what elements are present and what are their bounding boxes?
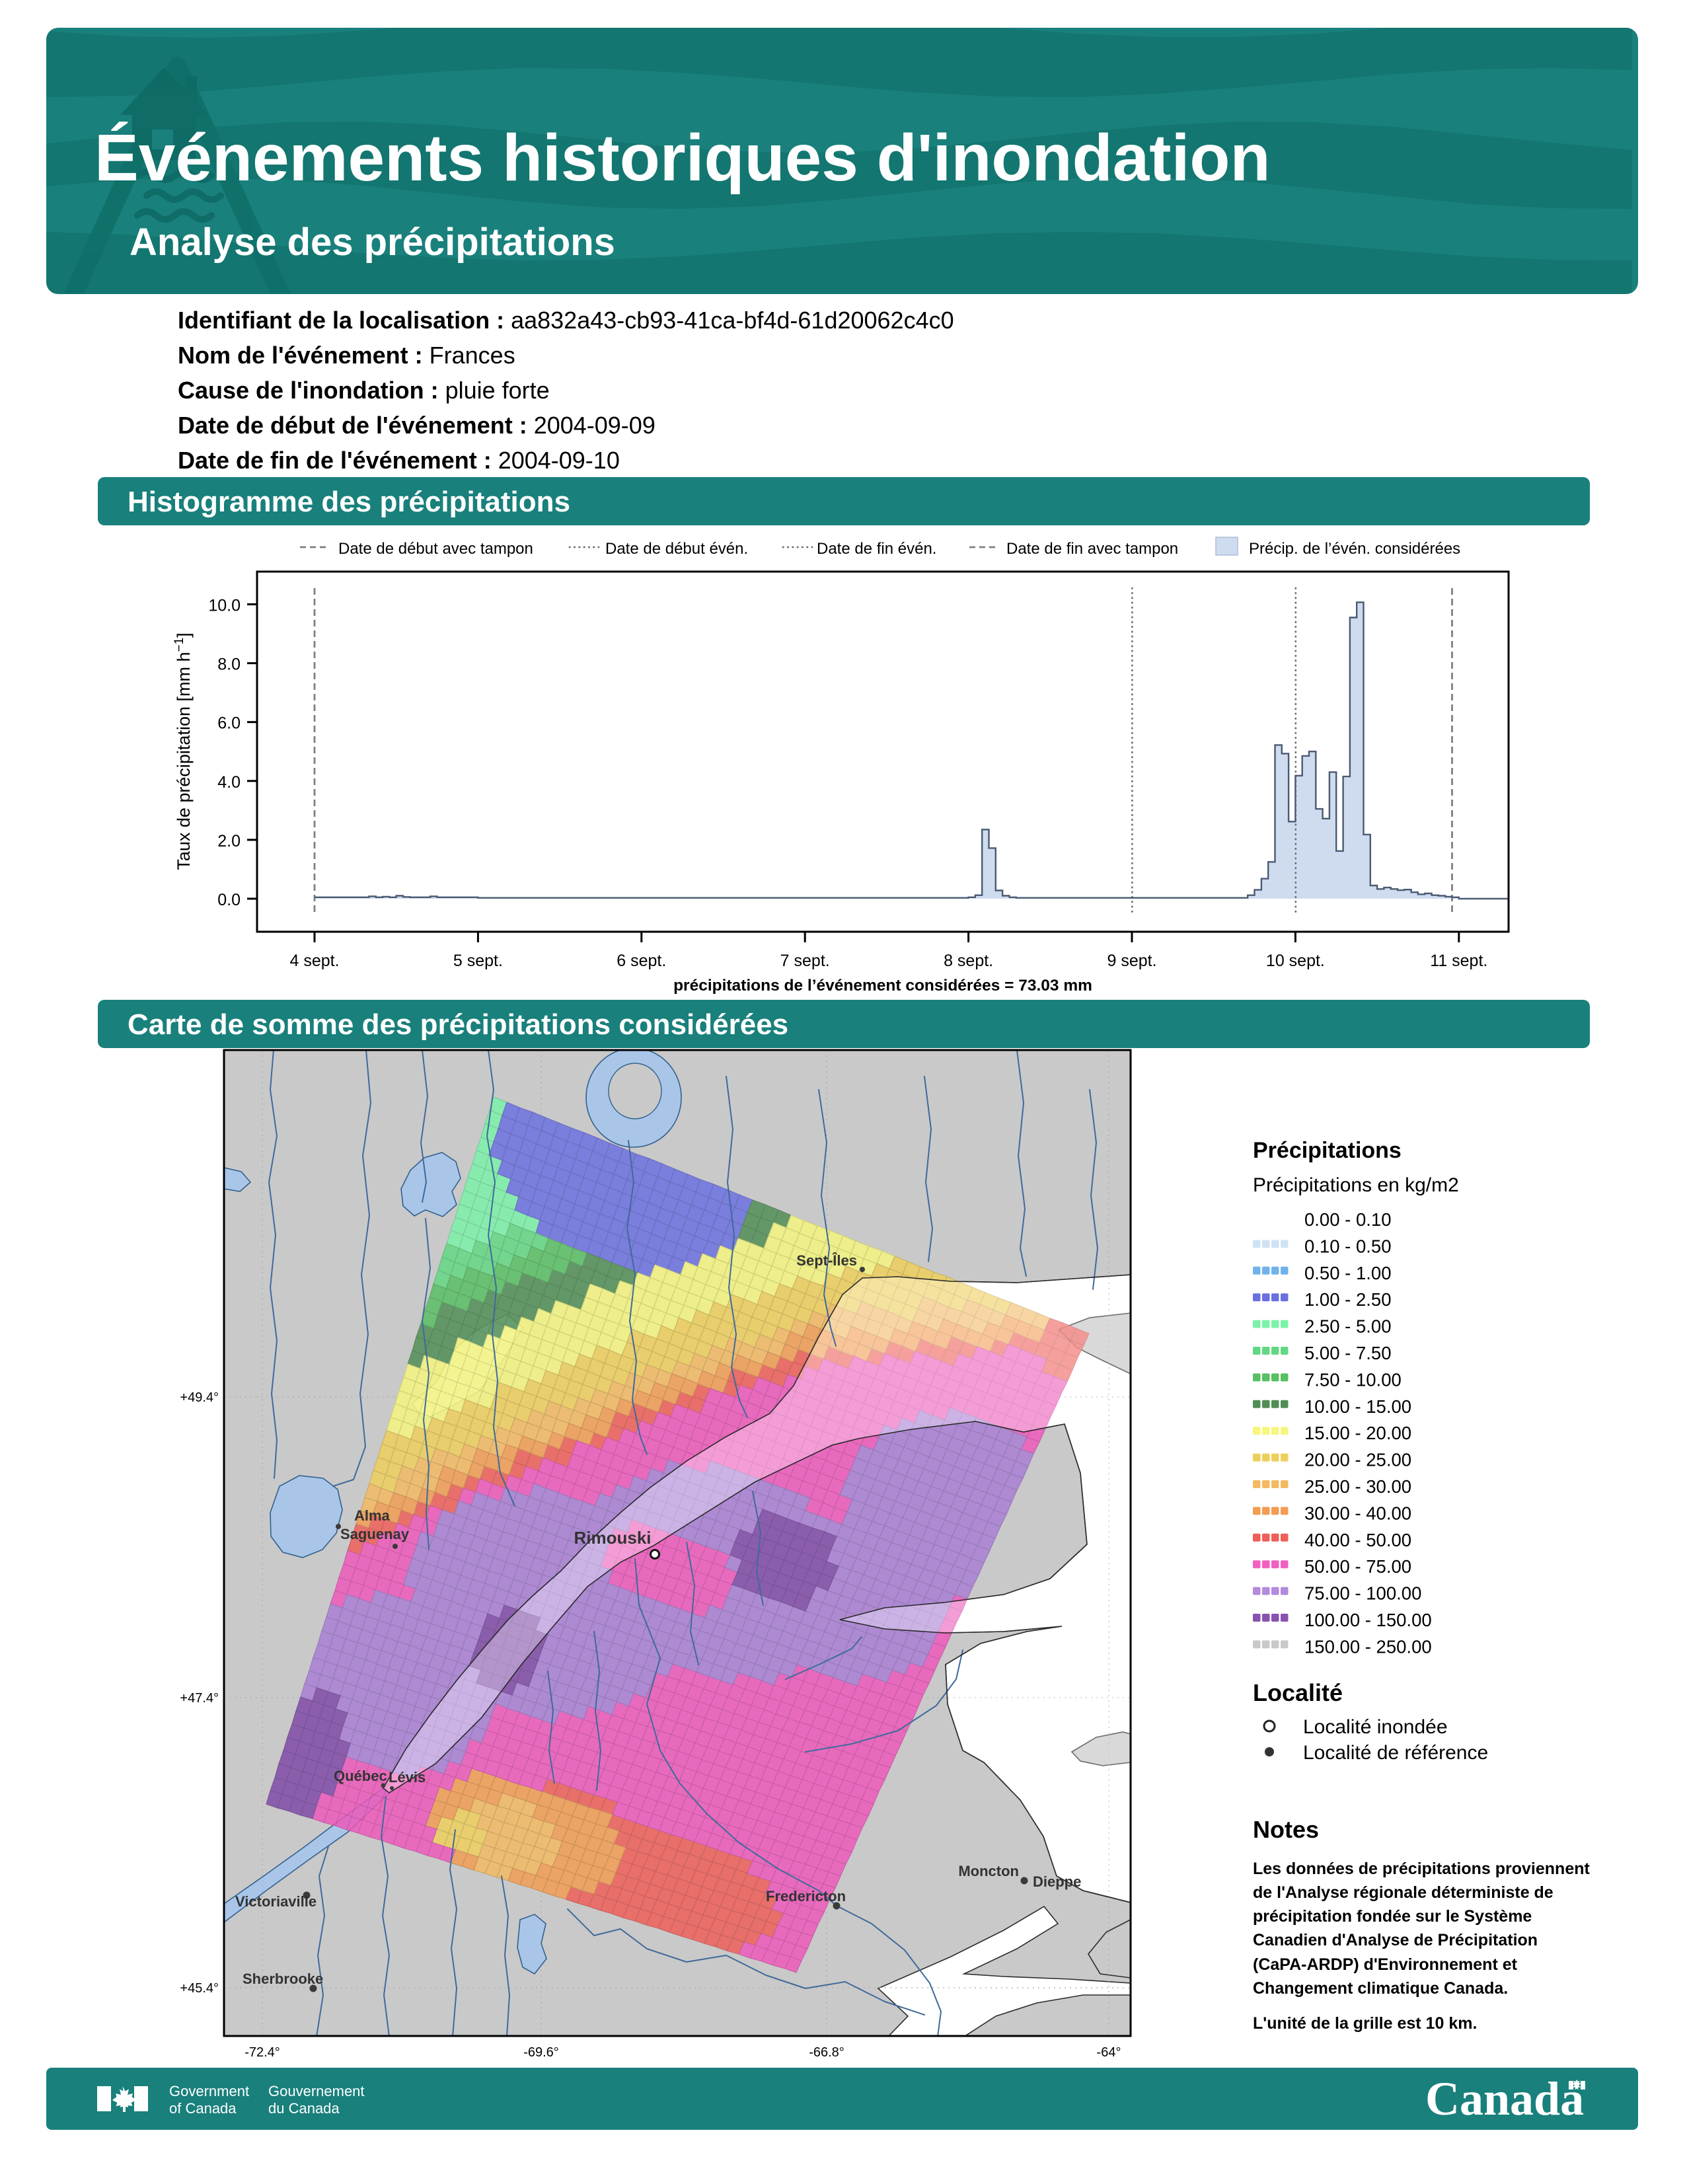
svg-text:Government: Government: [169, 2083, 249, 2099]
svg-text:0.0: 0.0: [217, 891, 241, 909]
svg-text:30.00 - 40.00: 30.00 - 40.00: [1304, 1503, 1411, 1523]
svg-text:Saguenay: Saguenay: [340, 1526, 410, 1542]
svg-text:Alma: Alma: [354, 1507, 391, 1524]
svg-text:2.0: 2.0: [217, 832, 241, 850]
svg-text:50.00 - 75.00: 50.00 - 75.00: [1304, 1556, 1411, 1577]
svg-text:6.0: 6.0: [217, 714, 241, 733]
svg-text:Moncton: Moncton: [958, 1863, 1019, 1879]
svg-text:10 sept.: 10 sept.: [1266, 952, 1325, 970]
svg-text:Localité de référence: Localité de référence: [1303, 1742, 1488, 1764]
svg-text:4.0: 4.0: [217, 773, 241, 792]
svg-text:5.00 - 7.50: 5.00 - 7.50: [1304, 1343, 1391, 1363]
svg-text:0.00 - 0.10: 0.00 - 0.10: [1304, 1209, 1391, 1230]
svg-text:6 sept.: 6 sept.: [617, 952, 666, 970]
svg-text:Identifiant de la localisation: Identifiant de la localisation : aa832a4…: [178, 307, 954, 334]
svg-text:Lévis: Lévis: [389, 1769, 426, 1786]
svg-text:Québec: Québec: [334, 1768, 387, 1784]
svg-text:100.00 - 150.00: 100.00 - 150.00: [1304, 1610, 1432, 1630]
svg-text:Nom de l'événement : Frances: Nom de l'événement : Frances: [178, 342, 515, 369]
svg-text:4 sept.: 4 sept.: [289, 952, 339, 970]
svg-text:+45.4°: +45.4°: [180, 1981, 219, 1996]
svg-text:7 sept.: 7 sept.: [780, 952, 830, 970]
svg-text:-69.6°: -69.6°: [523, 2045, 559, 2060]
svg-text:10.00 - 15.00: 10.00 - 15.00: [1304, 1396, 1411, 1417]
svg-text:L'unité de la grille est 10 km: L'unité de la grille est 10 km.: [1253, 2014, 1477, 2033]
svg-text:8 sept.: 8 sept.: [944, 952, 993, 970]
svg-text:précipitations de l’événement: précipitations de l’événement considérée…: [673, 977, 1092, 995]
svg-text:Analyse des précipitations: Analyse des précipitations: [130, 221, 615, 264]
svg-text:Gouvernement: Gouvernement: [268, 2083, 365, 2099]
svg-text:15.00 - 20.00: 15.00 - 20.00: [1304, 1423, 1411, 1443]
svg-text:40.00 - 50.00: 40.00 - 50.00: [1304, 1530, 1411, 1550]
svg-text:150.00 - 250.00: 150.00 - 250.00: [1304, 1636, 1432, 1657]
svg-text:5 sept.: 5 sept.: [453, 952, 503, 970]
svg-text:précipitation fondée sur le Sy: précipitation fondée sur le Système: [1253, 1907, 1532, 1926]
svg-text:25.00 - 30.00: 25.00 - 30.00: [1304, 1476, 1411, 1497]
svg-text:9 sept.: 9 sept.: [1107, 952, 1156, 970]
svg-text:Date de début de l'événement :: Date de début de l'événement : 2004-09-0…: [178, 412, 655, 439]
svg-text:Localité inondée: Localité inondée: [1303, 1716, 1448, 1738]
svg-text:0.10 - 0.50: 0.10 - 0.50: [1304, 1236, 1391, 1256]
svg-text:Victoriaville: Victoriaville: [235, 1893, 317, 1910]
svg-text:Événements historiques d'inond: Événements historiques d'inondation: [94, 121, 1271, 195]
svg-text:du Canada: du Canada: [268, 2100, 340, 2117]
svg-text:11 sept.: 11 sept.: [1430, 952, 1487, 970]
svg-text:of Canada: of Canada: [169, 2100, 237, 2117]
svg-text:de l'Analyse régionale détermi: de l'Analyse régionale déterministe de: [1253, 1883, 1554, 1902]
svg-text:Histogramme des précipitations: Histogramme des précipitations: [128, 486, 570, 518]
svg-text:75.00 - 100.00: 75.00 - 100.00: [1304, 1583, 1421, 1604]
svg-text:+47.4°: +47.4°: [180, 1691, 219, 1706]
svg-text:1.00 - 2.50: 1.00 - 2.50: [1304, 1289, 1391, 1310]
svg-text:20.00 - 25.00: 20.00 - 25.00: [1304, 1450, 1411, 1470]
svg-text:Localité: Localité: [1253, 1679, 1343, 1706]
svg-text:Précipitations en kg/m2: Précipitations en kg/m2: [1253, 1174, 1459, 1196]
svg-text:+49.4°: +49.4°: [180, 1390, 219, 1405]
svg-text:Rimouski: Rimouski: [574, 1528, 651, 1548]
svg-text:Date de fin avec tampon: Date de fin avec tampon: [1006, 540, 1178, 558]
svg-text:Dieppe: Dieppe: [1033, 1873, 1081, 1890]
svg-text:10.0: 10.0: [208, 597, 241, 615]
svg-text:2.50 - 5.00: 2.50 - 5.00: [1304, 1316, 1391, 1337]
svg-text:Canadien d'Analyse de Précipit: Canadien d'Analyse de Précipitation: [1253, 1931, 1538, 1949]
svg-text:Date de début évén.: Date de début évén.: [605, 540, 748, 558]
svg-text:8.0: 8.0: [217, 656, 241, 674]
svg-text:Date de fin évén.: Date de fin évén.: [817, 540, 936, 558]
svg-text:Notes: Notes: [1253, 1816, 1319, 1843]
svg-text:Date de fin de l'événement : 2: Date de fin de l'événement : 2004-09-10: [178, 447, 620, 474]
svg-text:Cause de l'inondation : pluie: Cause de l'inondation : pluie forte: [178, 377, 550, 404]
svg-text:Fredericton: Fredericton: [766, 1888, 846, 1904]
svg-text:-64°: -64°: [1097, 2045, 1121, 2060]
svg-text:-66.8°: -66.8°: [809, 2045, 844, 2060]
svg-text:Carte de somme des précipitati: Carte de somme des précipitations consid…: [128, 1008, 788, 1041]
svg-text:Précip. de l’évén. considérées: Précip. de l’évén. considérées: [1249, 540, 1460, 558]
svg-text:Date de début avec tampon: Date de début avec tampon: [338, 540, 533, 558]
svg-text:Les données de précipitations: Les données de précipitations proviennen…: [1253, 1860, 1590, 1878]
svg-text:7.50 - 10.00: 7.50 - 10.00: [1304, 1369, 1402, 1390]
svg-text:Changement climatique Canada.: Changement climatique Canada.: [1253, 1979, 1508, 1998]
svg-text:Sept-Îles: Sept-Îles: [796, 1252, 857, 1269]
svg-text:Précipitations: Précipitations: [1253, 1138, 1402, 1163]
svg-text:Sherbrooke: Sherbrooke: [243, 1971, 323, 1987]
svg-text:0.50 - 1.00: 0.50 - 1.00: [1304, 1263, 1391, 1283]
svg-text:Taux de précipitation [mm h−1]: Taux de précipitation [mm h−1]: [172, 632, 194, 870]
svg-text:Canada: Canada: [1425, 2072, 1584, 2125]
svg-text:-72.4°: -72.4°: [244, 2045, 280, 2060]
svg-text:(CaPA-ARDP) d'Environnement et: (CaPA-ARDP) d'Environnement et: [1253, 1955, 1518, 1974]
